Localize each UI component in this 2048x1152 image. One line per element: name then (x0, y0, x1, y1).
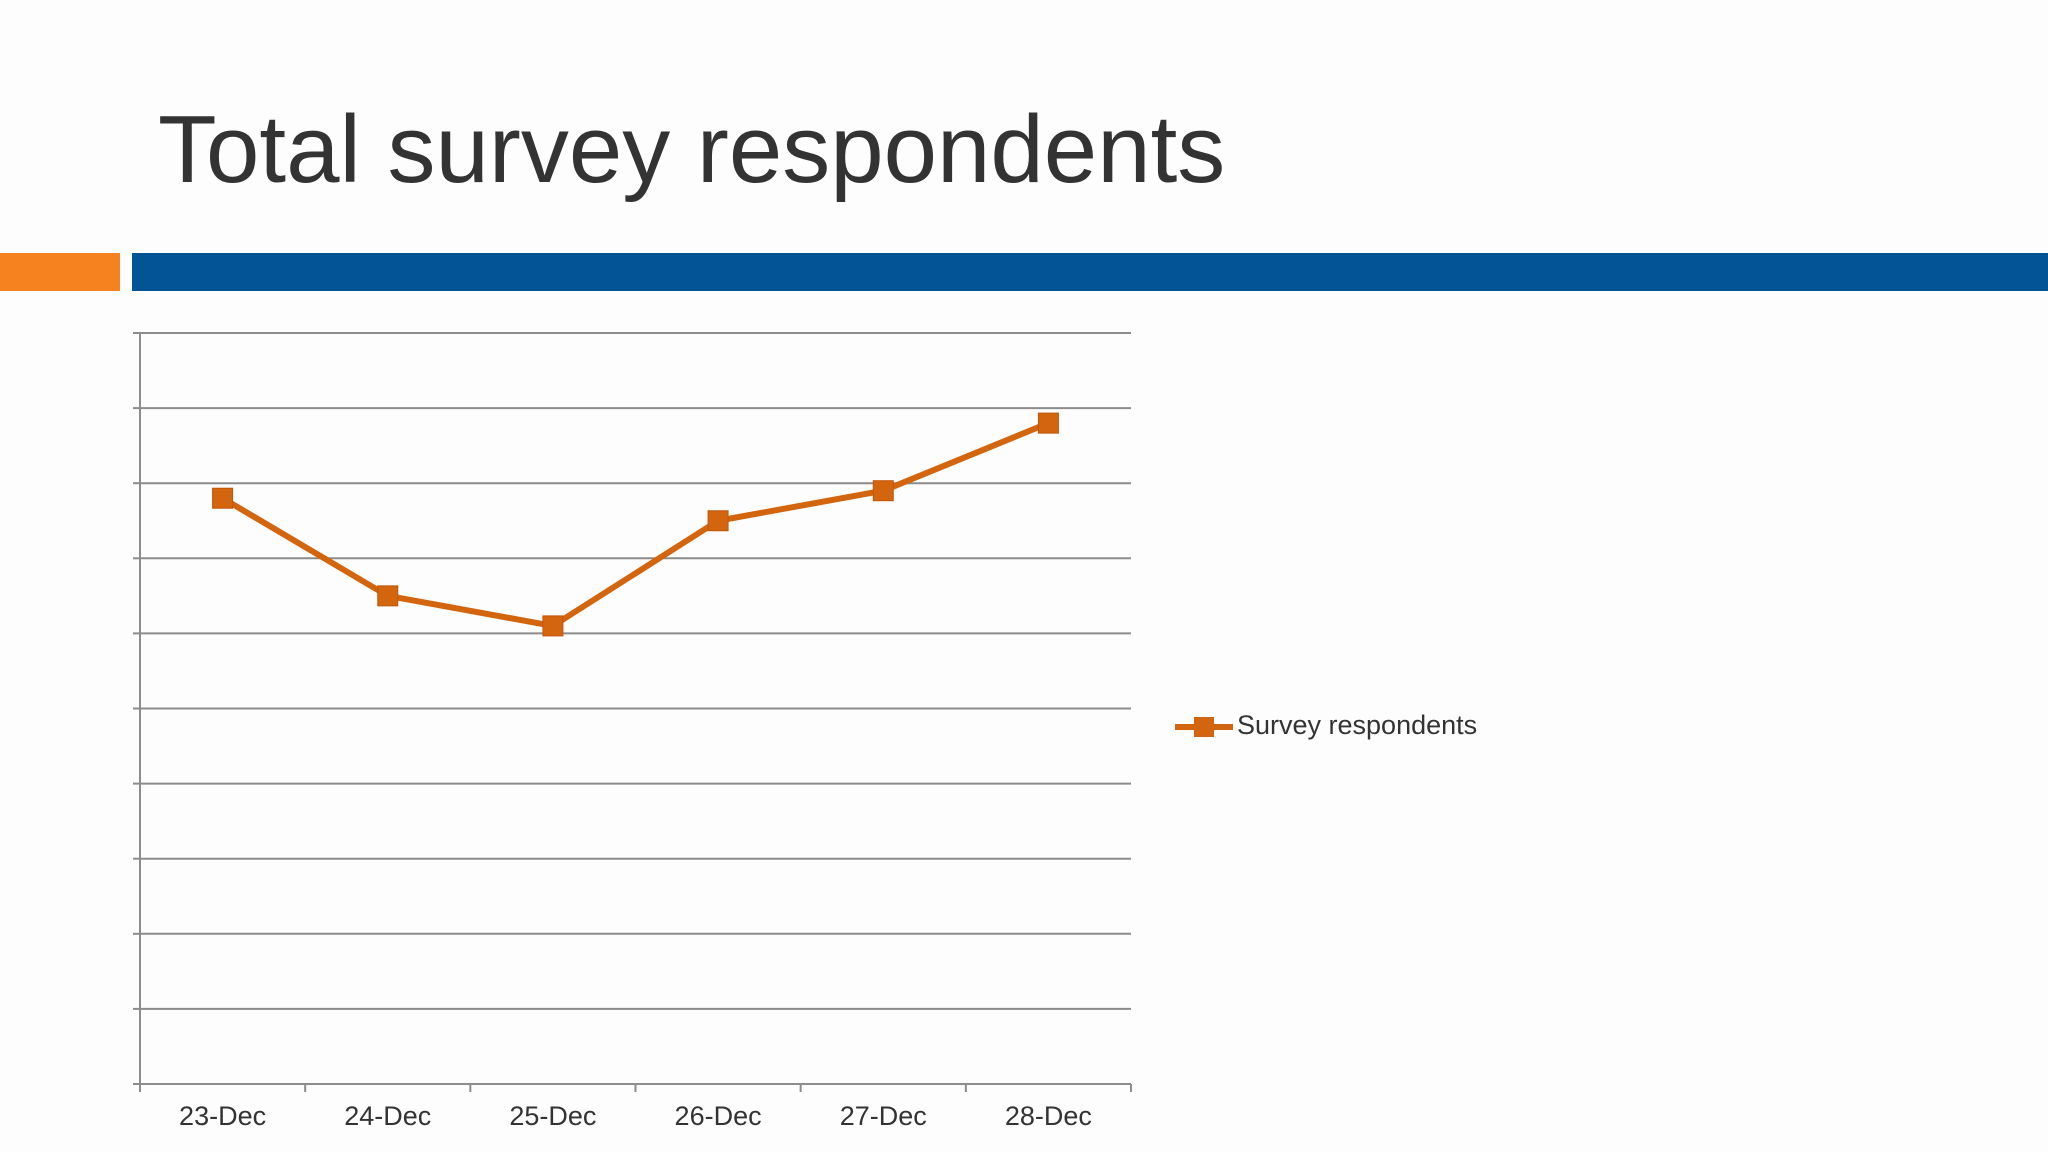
x-tick-label: 25-Dec (509, 1101, 596, 1131)
x-tick-label: 26-Dec (675, 1101, 762, 1131)
legend-label: Survey respondents (1237, 710, 1477, 740)
marker (1037, 412, 1059, 434)
accent-bar (0, 253, 120, 291)
marker (212, 487, 234, 509)
x-tick-label: 23-Dec (179, 1101, 266, 1131)
marker (707, 510, 729, 532)
series-line (221, 420, 1050, 629)
x-tick-label: 24-Dec (344, 1101, 431, 1131)
slide-title: Total survey respondents (158, 96, 1225, 203)
marker (377, 585, 399, 607)
x-tick-label: 27-Dec (840, 1101, 927, 1131)
marker (542, 615, 564, 637)
x-tick-label: 28-Dec (1005, 1101, 1092, 1131)
marker (872, 480, 894, 502)
title-bar (132, 253, 2048, 291)
legend-marker (1194, 717, 1214, 737)
